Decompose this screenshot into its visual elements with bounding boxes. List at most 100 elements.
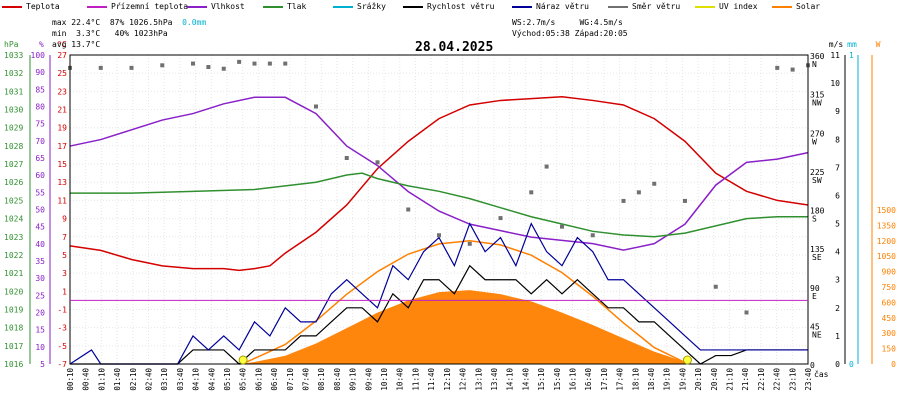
tick-label-w: 1500 <box>877 206 896 215</box>
tick-label-hpa: 1033 <box>4 51 23 60</box>
wind-direction-point <box>191 61 195 66</box>
tick-label-time: 01:10 <box>97 368 106 391</box>
tick-label-pct: 45 <box>35 223 45 232</box>
tick-label-direction: 135 <box>810 245 825 254</box>
wind-direction-point <box>683 198 687 203</box>
tick-label-direction-name: E <box>812 292 817 301</box>
tick-label-time: 18:40 <box>647 368 656 391</box>
tick-label-time: 00:40 <box>82 368 91 391</box>
tick-label-pct: 60 <box>35 171 45 180</box>
tick-label-direction: 0 <box>810 361 815 370</box>
tick-label-time: 07:40 <box>302 368 311 391</box>
tick-label-degc: 7 <box>62 233 67 242</box>
axis-unit-w: W <box>876 40 881 49</box>
tick-label-time: 12:40 <box>459 368 468 391</box>
tick-label-hpa: 1018 <box>4 324 23 333</box>
tick-label-w: 300 <box>882 329 897 338</box>
tick-label-degc: 17 <box>57 142 67 151</box>
tick-label-hpa: 1030 <box>4 106 23 115</box>
tick-label-w: 1200 <box>877 237 896 246</box>
wind-direction-point <box>314 104 318 109</box>
series-line-Náraz větru <box>69 222 808 365</box>
tick-label-time: 05:40 <box>239 368 248 391</box>
tick-label-time: 19:40 <box>678 368 687 391</box>
tick-label-degc: 27 <box>57 51 67 60</box>
tick-label-time: 09:40 <box>364 368 373 391</box>
wind-direction-point <box>129 65 134 70</box>
tick-label-degc: -1 <box>57 305 67 314</box>
tick-label-time: 07:10 <box>286 368 295 391</box>
wind-direction-point <box>560 224 564 229</box>
tick-label-hpa: 1019 <box>4 305 23 314</box>
tick-label-time: 15:10 <box>537 368 546 391</box>
stats-wind: WS:2.7m/s WG:4.5m/s <box>512 18 623 27</box>
tick-label-w: 450 <box>882 314 897 323</box>
tick-label-hpa: 1025 <box>4 196 23 205</box>
wind-direction-point <box>713 284 718 289</box>
tick-label-time: 19:10 <box>663 368 672 391</box>
tick-label-time: 21:10 <box>725 368 734 391</box>
tick-label-pct: 85 <box>35 85 45 94</box>
tick-label-hpa: 1031 <box>4 87 23 96</box>
tick-label-time: 11:10 <box>411 368 420 391</box>
stats-min: min 3.3°C 40% 1023hPa <box>52 29 168 38</box>
tick-label-time: 05:10 <box>223 368 232 391</box>
series-line-Teplota <box>69 96 809 272</box>
sunrise-marker <box>238 355 248 365</box>
tick-label-pct: 40 <box>35 240 45 249</box>
tick-label-ms: 2 <box>835 304 840 313</box>
tick-label-direction-name: SE <box>812 253 822 262</box>
tick-label-pct: 50 <box>35 206 45 215</box>
tick-label-direction: 90 <box>810 284 820 293</box>
legend-item-7: Směr větru <box>608 2 680 11</box>
wind-direction-point <box>621 198 626 203</box>
tick-label-time: 20:40 <box>710 368 719 391</box>
tick-label-time: 11:40 <box>427 368 436 391</box>
tick-label-w: 1050 <box>877 252 896 261</box>
legend-swatch <box>403 5 423 8</box>
tick-label-time: 04:40 <box>207 368 216 391</box>
legend-swatch <box>608 5 628 8</box>
tick-label-direction: 315 <box>810 91 825 100</box>
tick-label-time: 10:10 <box>380 368 389 391</box>
tick-label-time: 10:40 <box>396 368 405 391</box>
stats-max: max 22.4°C 87% 1026.5hPa 0.0mm <box>52 18 207 27</box>
tick-label-direction-name: S <box>812 215 817 224</box>
legend-item-4: Srážky <box>333 2 386 11</box>
wind-direction-point <box>160 63 165 68</box>
tick-label-direction-name: N <box>812 60 817 69</box>
tick-label-w: 0 <box>891 360 896 369</box>
legend-item-9: Solar <box>772 2 820 11</box>
tick-label-hpa: 1020 <box>4 287 23 296</box>
plot-frame <box>69 54 809 365</box>
tick-label-hpa: 1022 <box>4 251 23 260</box>
tick-label-time: 22:40 <box>773 368 782 391</box>
tick-label-time: 06:40 <box>270 368 279 391</box>
tick-label-hpa: 1032 <box>4 69 23 78</box>
legend-swatch <box>512 5 532 8</box>
tick-label-direction-name: NE <box>812 330 822 339</box>
tick-label-degc: 19 <box>57 124 67 133</box>
tick-label-time: 22:10 <box>757 368 766 391</box>
tick-label-ms: 1 <box>835 332 840 341</box>
legend-item-6: Náraz větru <box>512 2 589 11</box>
tick-label-pct: 100 <box>31 51 46 60</box>
tick-label-time: 06:10 <box>254 368 263 391</box>
tick-label-w: 600 <box>882 298 897 307</box>
tick-label-time: 17:40 <box>616 368 625 391</box>
tick-label-ms: 8 <box>835 135 840 144</box>
tick-label-hpa: 1017 <box>4 342 23 351</box>
legend-swatch <box>333 5 353 8</box>
tick-label-ms: 6 <box>835 191 840 200</box>
tick-label-degc: 23 <box>57 87 67 96</box>
legend-swatch <box>2 5 22 8</box>
tick-label-hpa: 1021 <box>4 269 23 278</box>
tick-label-time: 03:10 <box>160 368 169 391</box>
tick-label-degc: 3 <box>62 269 67 278</box>
sunset-marker <box>682 355 692 365</box>
tick-label-degc: 5 <box>62 251 67 260</box>
legend-swatch <box>263 5 283 8</box>
tick-label-direction: 360 <box>810 52 825 61</box>
tick-label-pct: 35 <box>35 257 45 266</box>
